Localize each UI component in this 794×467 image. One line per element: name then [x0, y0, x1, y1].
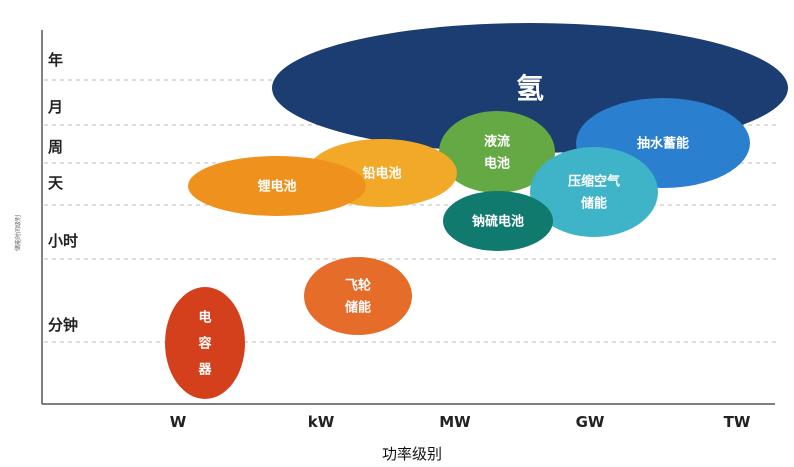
bubble-7: 锂电池 [188, 156, 366, 216]
bubble-shape [530, 147, 658, 237]
x-tick-label: W [170, 413, 187, 431]
bubble-label: 钠硫电池 [472, 214, 524, 230]
bubble-label: 锂电池 [257, 179, 296, 195]
x-tick-label: GW [576, 413, 605, 431]
bubble-label: 储能 [580, 196, 607, 212]
x-tick-label: TW [724, 413, 751, 431]
bubble-label: 储能 [344, 300, 371, 316]
x-tick-label: kW [308, 413, 335, 431]
bubble-shape [443, 191, 553, 251]
bubble-label: 压缩空气 [568, 174, 620, 190]
bubble-label: 氢 [516, 72, 544, 105]
bubble-shape [439, 111, 555, 193]
y-tick-label: 小时 [48, 232, 78, 250]
y-tick-label: 月 [47, 98, 63, 116]
bubble-5: 钠硫电池 [443, 191, 553, 251]
bubble-shape [304, 257, 412, 335]
y-tick-label: 天 [48, 174, 64, 192]
bubble-label: 电池 [484, 156, 510, 172]
x-tick-label: MW [439, 413, 471, 431]
bubble-label: 器 [197, 363, 212, 378]
y-tick-label: 周 [48, 138, 63, 156]
y-tick-label: 年 [48, 51, 63, 69]
bubble-shape [165, 287, 245, 399]
bubble-label: 铅电池 [362, 166, 401, 182]
x-axis-title: 功率级别 [382, 445, 442, 463]
bubble-label: 抽水蓄能 [637, 136, 689, 152]
bubble-label: 容 [197, 336, 211, 352]
bubble-shape [188, 156, 366, 216]
side-axis-label: 储能时间级别 [14, 215, 22, 251]
bubble-label: 电 [198, 310, 211, 326]
bubble-label: 飞轮 [345, 278, 371, 294]
bubble-label: 液流 [484, 134, 510, 150]
y-tick-label: 分钟 [48, 316, 78, 334]
bubble-9: 电容器 [165, 287, 245, 399]
